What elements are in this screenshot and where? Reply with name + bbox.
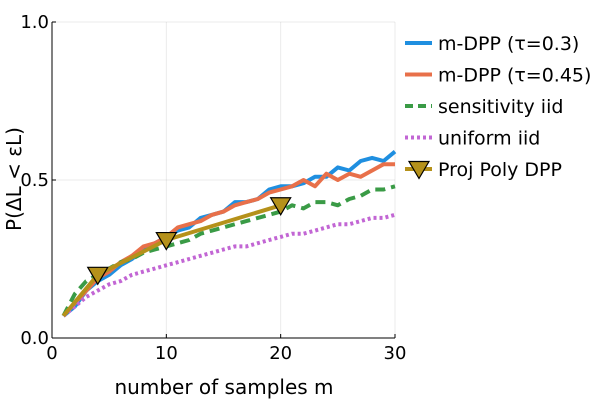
legend-item: uniform iid (405, 128, 540, 150)
series-line (61, 203, 282, 318)
legend-marker (407, 160, 431, 180)
y-tick-label: 1.0 (20, 12, 49, 33)
x-tick-label: 10 (155, 343, 178, 364)
legend-item: Proj Poly DPP (405, 159, 562, 181)
series-3 (62, 212, 396, 318)
ticks: 0 10 20 30 0.0 0.5 1.0 (20, 12, 406, 364)
legend-label: m-DPP (τ=0.45) (438, 65, 591, 87)
y-axis-label: P(ΔL < εL) (2, 127, 26, 231)
series-line (62, 212, 396, 318)
legend-label: sensitivity iid (438, 96, 563, 118)
grid (51, 21, 396, 339)
legend-item: m-DPP (τ=0.3) (405, 33, 579, 55)
series-marker (155, 231, 178, 251)
series-marker (269, 197, 292, 216)
series-line (61, 184, 396, 317)
legend-label: m-DPP (τ=0.3) (438, 33, 579, 55)
series-4 (61, 197, 292, 318)
legend-item: m-DPP (τ=0.45) (405, 65, 591, 87)
series-layer (61, 150, 397, 318)
series-line (61, 162, 395, 318)
series-2 (61, 184, 396, 317)
legend: m-DPP (τ=0.3) m-DPP (τ=0.45) sensitivity i… (405, 33, 591, 181)
series-marker (86, 266, 109, 286)
x-tick-label: 0 (46, 343, 57, 364)
y-tick-label: 0.5 (20, 170, 49, 191)
legend-label: uniform iid (438, 128, 540, 150)
series-1 (61, 162, 395, 318)
x-tick-label: 30 (384, 343, 407, 364)
legend-label: Proj Poly DPP (438, 159, 562, 181)
legend-item: sensitivity iid (405, 96, 563, 118)
x-axis-label: number of samples m (114, 375, 333, 399)
x-tick-label: 20 (269, 343, 292, 364)
y-tick-label: 0.0 (20, 328, 49, 349)
